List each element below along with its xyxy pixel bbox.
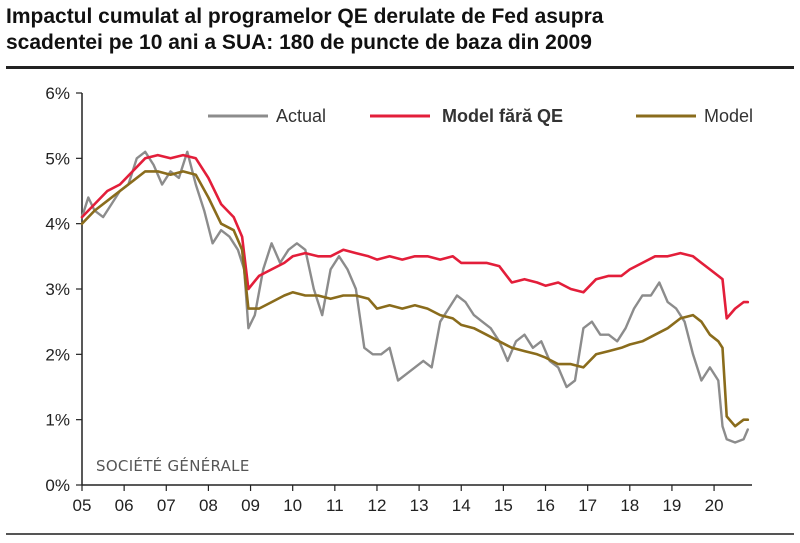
y-tick-label: 4% bbox=[45, 215, 70, 234]
x-tick-label: 07 bbox=[157, 496, 176, 515]
x-tick-label: 18 bbox=[620, 496, 639, 515]
legend-item-model: Model bbox=[636, 106, 753, 126]
x-tick-label: 05 bbox=[73, 496, 92, 515]
series-line-actual bbox=[80, 150, 749, 444]
y-tick-label: 1% bbox=[45, 411, 70, 430]
bottom-divider bbox=[6, 533, 794, 535]
y-tick-label: 6% bbox=[45, 84, 70, 103]
title-divider bbox=[6, 66, 794, 69]
x-tick-label: 11 bbox=[326, 496, 344, 515]
chart-title: Impactul cumulat al programelor QE derul… bbox=[6, 4, 796, 56]
series-line-model bbox=[80, 170, 750, 428]
legend-label: Actual bbox=[276, 106, 326, 126]
x-tick-label: 20 bbox=[705, 496, 724, 515]
chart-series bbox=[80, 150, 750, 444]
x-tick-label: 12 bbox=[368, 496, 387, 515]
x-tick-label: 10 bbox=[283, 496, 302, 515]
legend-item-model-no-qe: Model fără QE bbox=[370, 106, 563, 126]
chart-title-line-1: Impactul cumulat al programelor QE derul… bbox=[6, 5, 604, 28]
x-tick-label: 16 bbox=[536, 496, 555, 515]
x-tick-label: 19 bbox=[662, 496, 681, 515]
x-tick-label: 14 bbox=[452, 496, 471, 515]
x-tick-label: 09 bbox=[241, 496, 260, 515]
y-tick-label: 2% bbox=[45, 345, 70, 364]
y-tick-label: 0% bbox=[45, 476, 70, 495]
series-line-model-no-qe bbox=[80, 153, 750, 320]
x-tick-label: 13 bbox=[410, 496, 429, 515]
chart-title-line-2: scadentei pe 10 ani a SUA: 180 de puncte… bbox=[6, 31, 592, 54]
legend-item-actual: Actual bbox=[208, 106, 326, 126]
chart-ticks: 0% 1% 2% 3% 4% 5% 6% 05 06 07 08 09 10 11 12 13 14 15 16 17… bbox=[45, 84, 723, 515]
legend-label: Model fără QE bbox=[442, 106, 563, 126]
source-label: SOCIÉTÉ GÉNÉRALE bbox=[96, 456, 250, 475]
y-tick-label: 3% bbox=[45, 280, 70, 299]
x-tick-label: 06 bbox=[115, 496, 134, 515]
x-tick-label: 15 bbox=[494, 496, 513, 515]
x-tick-label: 08 bbox=[199, 496, 218, 515]
x-tick-label: 17 bbox=[578, 496, 597, 515]
legend-label: Model bbox=[704, 106, 753, 126]
y-tick-label: 5% bbox=[45, 149, 70, 168]
chart-legend: Actual Model fără QE Model bbox=[208, 106, 753, 126]
chart-axes bbox=[81, 93, 752, 486]
